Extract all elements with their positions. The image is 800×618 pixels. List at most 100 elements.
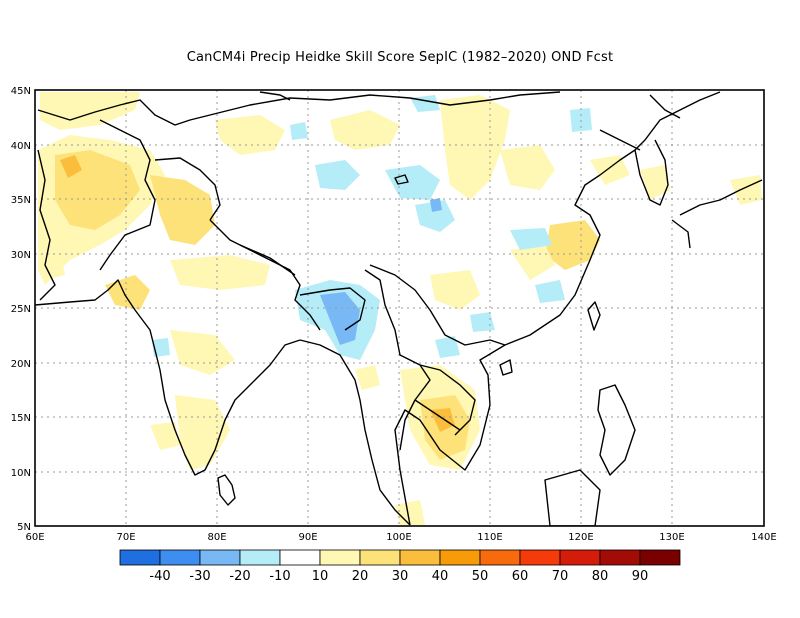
skill-patch-burma-coast [355,365,380,390]
map-frame [34,89,765,527]
coastline-bay-bengal [299,339,411,526]
lon-tick-130e: 130E [659,532,684,543]
lat-tick-25n: 25N [11,304,31,315]
border-thailand-cambodia [414,399,461,431]
colorbar-swatch [399,549,441,566]
colorbar-swatch [119,549,161,566]
border-laos-vietnam [419,364,476,436]
colorbar-label: 70 [552,569,569,584]
lon-tick-60e: 60E [25,532,44,543]
colorbar-swatch [279,549,321,566]
skill-patch-pakistan-orange [60,155,82,178]
colorbar-label: 60 [512,569,529,584]
colorbar-label: 80 [592,569,609,584]
border-central-asia [37,99,211,126]
skill-patch-tibet-west [215,115,285,155]
colorbar-label: 50 [472,569,489,584]
skill-patch-central-india [170,330,235,375]
lat-tick-5n: 5N [17,522,31,533]
border-china-korea [599,129,641,151]
colorbar-label: -10 [269,569,290,584]
skill-patch-north-india [170,255,270,290]
skill-patch-gujarat [105,275,150,310]
border-nepal [239,244,296,276]
coastlines-borders [35,91,763,526]
skill-patch-south-india [175,395,230,470]
border-china-russia-east [649,94,681,119]
colorbar: -40 -30 -20 -10 10 20 30 40 50 60 70 80 … [119,549,681,584]
skill-patch-north-china [500,145,555,190]
skill-patch-mongolia [330,110,400,150]
border-iran-afghanistan [37,149,56,301]
colorbar-swatch [359,549,401,566]
colorbar-swatch [639,549,681,566]
negative-skill-patches [152,95,592,360]
colorbar-swatch [439,549,481,566]
colorbar-swatch [159,549,201,566]
lat-tick-40n: 40N [11,141,31,152]
lat-tick-45n: 45N [11,86,31,97]
positive-skill-patches [38,92,762,525]
border-india-north [209,219,321,331]
skill-patch-japan [730,175,762,205]
skill-patch-bangladesh-core [320,292,360,345]
map-title: CanCM4i Precip Heidke Skill Score SepIC … [186,50,614,65]
coastline-hainan [499,359,513,376]
lat-tick-20n: 20N [11,359,31,370]
colorbar-swatch [479,549,521,566]
lon-tick-110e: 110E [477,532,502,543]
skill-patch-india-east-blue [152,338,170,357]
colorbar-label: 90 [632,569,649,584]
coastline-korea [634,139,669,206]
border-afghanistan-pakistan [99,119,156,271]
border-myanmar [364,269,431,451]
border-china-south [369,264,506,346]
colorbar-label: 30 [392,569,409,584]
lon-tick-80e: 80E [207,532,226,543]
coastline-taiwan [587,301,601,331]
lon-tick-70e: 70E [116,532,135,543]
skill-patch-yunnan-blue [470,312,495,332]
coastline-japan [671,179,763,249]
lat-tick-10n: 10N [11,468,31,479]
coastline-sri-lanka [217,474,236,506]
skill-field [38,92,762,525]
lake-qinghai [394,174,409,185]
skill-patch-south-china-blue [535,280,565,303]
lake-balkhash [259,91,291,101]
colorbar-swatch [519,549,561,566]
lon-tick-140e: 140E [751,532,776,543]
lat-tick-15n: 15N [11,413,31,424]
longitude-ticks: 60E 70E 80E 90E 100E 110E 120E 130E 140E [25,532,776,543]
skill-patch-central-china-blue [510,228,552,250]
lat-tick-30n: 30N [11,250,31,261]
skill-patch-gansu-core [430,198,442,212]
coastline-borneo [544,469,601,526]
skill-patch-qinghai [440,95,510,200]
coastline-philippines [597,384,636,476]
colorbar-swatch [239,549,281,566]
lon-tick-100e: 100E [386,532,411,543]
coastline-arabian-sea [35,279,301,476]
border-bangladesh [299,287,366,331]
colorbar-label: 40 [432,569,449,584]
lon-tick-120e: 120E [568,532,593,543]
colorbar-label: 10 [312,569,329,584]
colorbar-swatch [559,549,601,566]
colorbar-label: 20 [352,569,369,584]
skill-patch-mongolia-blue [410,95,440,112]
skill-patch-korea [640,165,670,200]
colorbar-label: -30 [189,569,210,584]
skill-patch-sumatra [395,500,425,525]
lat-tick-35n: 35N [11,195,31,206]
skill-patch-gansu-blue [415,200,455,232]
skill-patch-pakistan-north [150,175,215,245]
lon-tick-90e: 90E [298,532,317,543]
skill-patch-yangtze [545,220,600,270]
colorbar-swatch [599,549,641,566]
colorbar-label: -20 [229,569,250,584]
skill-patch-qinghai-blue [385,165,440,200]
skill-patch-northeast-china [590,155,630,185]
latitude-ticks: 5N 10N 15N 20N 25N 30N 35N 40N 45N [11,86,31,533]
